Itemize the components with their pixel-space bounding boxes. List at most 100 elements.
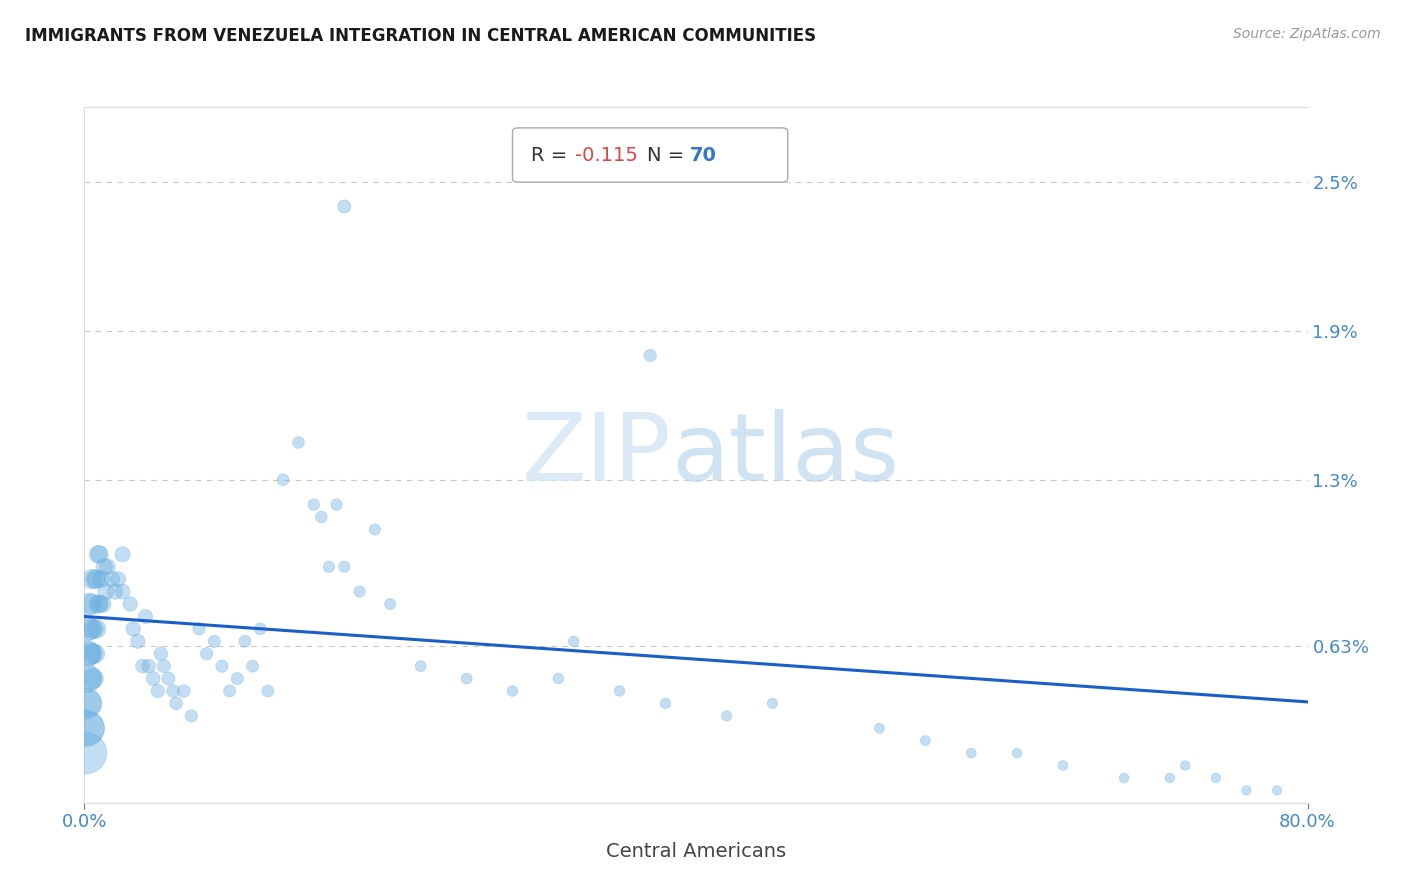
Point [211, 659, 233, 673]
Text: IMMIGRANTS FROM VENEZUELA INTEGRATION IN CENTRAL AMERICAN COMMUNITIES: IMMIGRANTS FROM VENEZUELA INTEGRATION IN… [25, 27, 817, 45]
Text: N =: N = [647, 145, 690, 164]
Point [111, 584, 134, 599]
Point [104, 584, 127, 599]
Point [153, 659, 176, 673]
Point [131, 659, 153, 673]
Point [162, 684, 184, 698]
Point [111, 547, 134, 561]
Point [146, 684, 169, 698]
Point [1205, 771, 1227, 785]
Point [1174, 758, 1197, 772]
Point [91, 597, 114, 611]
Point [318, 559, 340, 574]
Point [242, 659, 264, 673]
Point [333, 559, 356, 574]
Point [101, 572, 124, 586]
X-axis label: Central Americans: Central Americans [606, 842, 786, 862]
Point [120, 597, 142, 611]
Point [84, 572, 107, 586]
Point [87, 547, 110, 561]
Point [638, 349, 661, 363]
Point [79, 672, 101, 686]
Point [89, 547, 111, 561]
Point [547, 672, 569, 686]
Point [1265, 783, 1288, 797]
Text: atlas: atlas [672, 409, 900, 501]
Point [138, 659, 160, 673]
Point [325, 498, 347, 512]
Point [80, 647, 103, 661]
Point [218, 684, 240, 698]
Point [960, 746, 983, 760]
Point [77, 647, 100, 661]
Point [90, 572, 112, 586]
Point [409, 659, 432, 673]
Point [609, 684, 631, 698]
Point [135, 609, 157, 624]
Point [311, 510, 333, 524]
Point [233, 634, 256, 648]
Point [202, 634, 225, 648]
Point [257, 684, 280, 698]
Point [77, 697, 100, 711]
Text: 70: 70 [690, 145, 717, 164]
Point [83, 622, 105, 636]
Point [562, 634, 585, 648]
Point [380, 597, 402, 611]
Point [80, 572, 103, 586]
Point [75, 697, 97, 711]
Point [456, 672, 478, 686]
Point [76, 647, 98, 661]
Point [302, 498, 325, 512]
Point [1236, 783, 1258, 797]
Point [75, 721, 97, 735]
Point [86, 622, 108, 636]
Point [149, 647, 172, 661]
Point [195, 647, 218, 661]
Point [249, 622, 271, 636]
Point [107, 572, 129, 586]
Point [94, 584, 117, 599]
Point [76, 622, 98, 636]
Point [869, 721, 891, 735]
Point [127, 634, 149, 648]
Point [333, 199, 356, 213]
Point [271, 473, 294, 487]
Text: -0.115: -0.115 [575, 145, 638, 164]
Point [1114, 771, 1136, 785]
Point [93, 559, 115, 574]
Point [654, 697, 676, 711]
Point [1052, 758, 1074, 772]
Point [83, 672, 105, 686]
Point [287, 435, 309, 450]
Point [76, 721, 98, 735]
Point [122, 622, 145, 636]
Point [761, 697, 783, 711]
Point [914, 733, 936, 747]
Point [80, 597, 103, 611]
Point [87, 597, 110, 611]
Point [75, 746, 97, 760]
Point [349, 584, 371, 599]
Point [180, 708, 202, 723]
Point [1005, 746, 1028, 760]
Point [142, 672, 165, 686]
Text: ZIP: ZIP [522, 409, 672, 501]
Point [77, 597, 100, 611]
Point [173, 684, 195, 698]
Point [157, 672, 180, 686]
Text: Source: ZipAtlas.com: Source: ZipAtlas.com [1233, 27, 1381, 41]
Point [165, 697, 187, 711]
Point [84, 647, 107, 661]
Text: R =: R = [531, 145, 574, 164]
Point [76, 672, 98, 686]
Point [1159, 771, 1181, 785]
Point [716, 708, 738, 723]
Point [364, 523, 387, 537]
Point [86, 572, 108, 586]
Point [502, 684, 524, 698]
Point [89, 597, 111, 611]
Point [226, 672, 249, 686]
FancyBboxPatch shape [513, 128, 787, 182]
Point [79, 622, 101, 636]
